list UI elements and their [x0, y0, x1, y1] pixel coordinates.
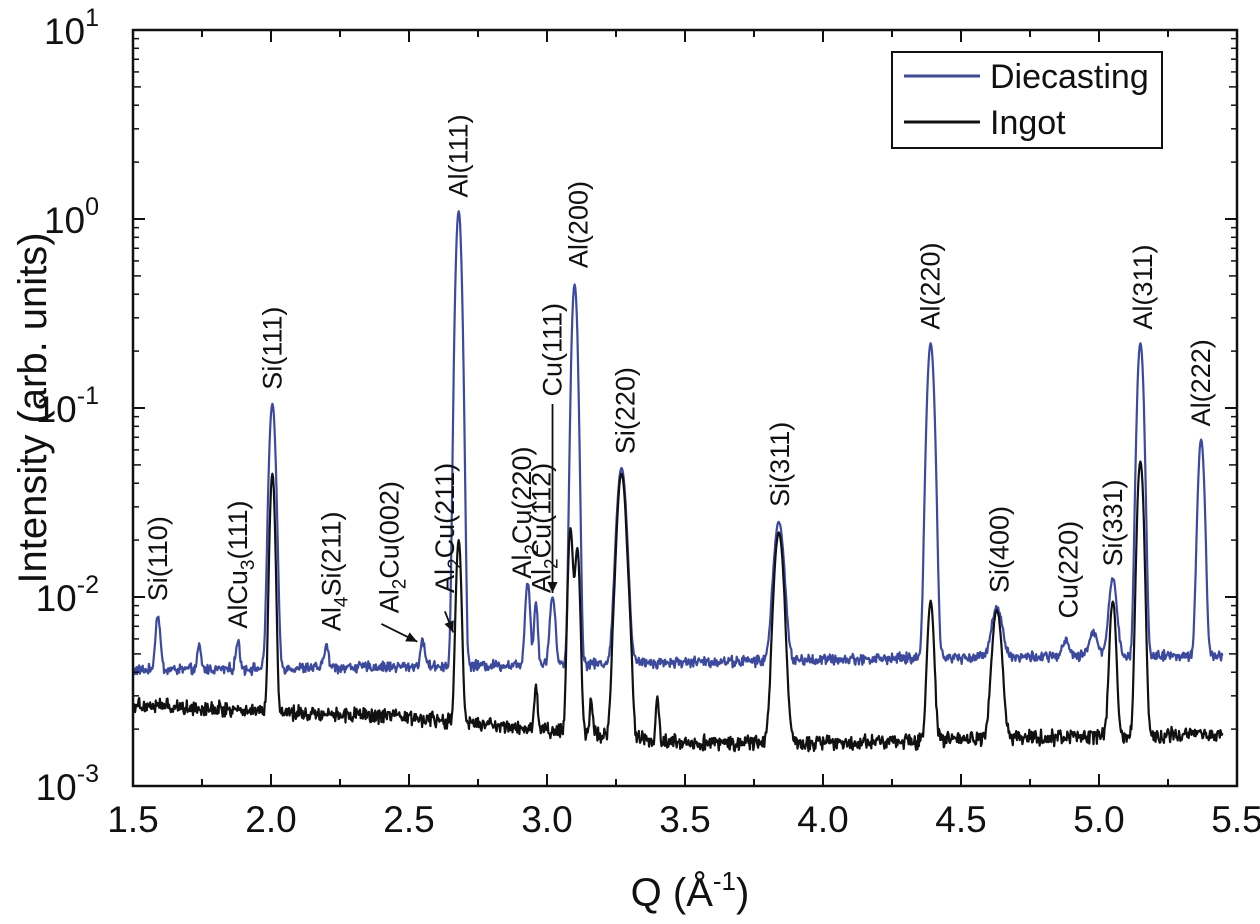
legend-label-ingot: Ingot — [990, 104, 1066, 142]
peak-label: Al4Si(211) — [317, 511, 353, 631]
legend: Diecasting Ingot — [891, 51, 1163, 149]
annotation-arrows — [381, 403, 558, 643]
x-tick-label: 4.0 — [797, 799, 848, 840]
x-tick-label: 2.5 — [383, 799, 434, 840]
peak-label: Si(400) — [985, 506, 1015, 593]
peak-label: Si(220) — [611, 367, 641, 454]
series-line-ingot — [131, 460, 1224, 753]
x-tick-label: 5.5 — [1211, 799, 1260, 840]
x-tick-label: 3.5 — [659, 799, 710, 840]
annotation-arrowhead — [547, 581, 558, 593]
x-tick-labels: 1.5 2.0 2.5 3.0 3.5 4.0 4.5 5.0 5.5 — [107, 799, 1260, 840]
y-tick-label: 100 — [44, 193, 99, 241]
peak-label: Si(110) — [143, 516, 173, 601]
legend-box — [891, 51, 1163, 149]
annotation-arrowhead — [405, 632, 418, 642]
peak-label: Al(200) — [564, 181, 594, 268]
peak-label: Si(311) — [765, 422, 795, 507]
y-tick-label: 10-2 — [36, 571, 99, 619]
peak-label: Al2Cu(220) — [507, 447, 543, 579]
peak-label: Al(111) — [444, 114, 474, 197]
peak-label: Si(331) — [1098, 479, 1128, 566]
x-tick-label: 2.0 — [245, 799, 296, 840]
peak-label: Cu(111) — [538, 303, 568, 397]
y-tick-label: 10-1 — [36, 382, 99, 430]
y-axis-title: Intensity (arb. units) — [11, 232, 55, 583]
peak-label: Al(220) — [916, 243, 946, 330]
y-tick-labels: 10-3 10-2 10-1 100 101 — [36, 4, 99, 808]
peak-label: Al(311) — [1128, 245, 1158, 330]
peak-labels: Si(110) AlCu3(111) Si(111) Al4Si(211) Al2Cu(… — [143, 114, 1216, 631]
x-tick-label: 5.0 — [1073, 799, 1124, 840]
y-tick-label: 10-3 — [36, 760, 99, 808]
peak-label: Cu(220) — [1054, 521, 1084, 619]
plot-series-group — [131, 210, 1224, 753]
x-axis-title: Q (Å-1) — [631, 866, 750, 915]
x-tick-label: 3.0 — [521, 799, 572, 840]
peak-label: Al2Cu(112) — [526, 463, 562, 593]
peak-label: Al(222) — [1186, 339, 1216, 426]
x-tick-label: 1.5 — [107, 799, 158, 840]
peak-label: Si(111) — [257, 307, 287, 390]
peak-label: Al2Cu(211) — [430, 463, 466, 593]
y-tick-label: 101 — [44, 4, 99, 52]
x-tick-label: 4.5 — [935, 799, 986, 840]
peak-label: Al2Cu(002) — [375, 481, 411, 613]
axis-ticks — [132, 29, 1238, 787]
series-line-diecasting — [132, 210, 1224, 677]
peak-label: AlCu3(111) — [223, 501, 259, 629]
annotation-arrowhead — [444, 620, 454, 633]
legend-label-diecasting: Diecasting — [990, 58, 1149, 96]
